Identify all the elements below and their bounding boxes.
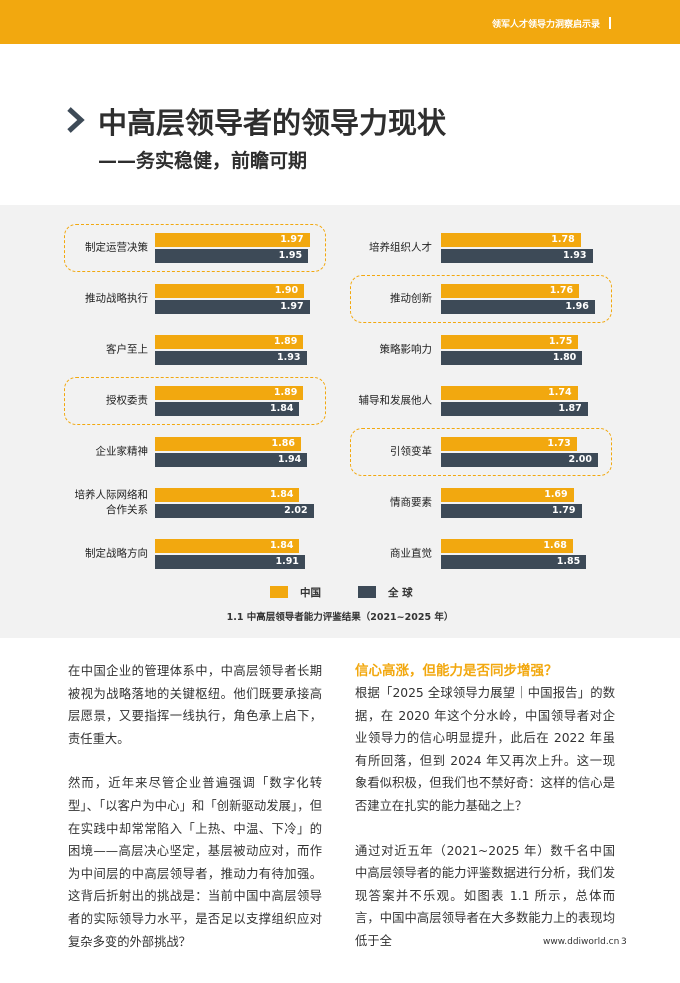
paragraph: 然而，近年来尽管企业普遍强调「数字化转型」、「以客户为中心」和「创新驱动发展」，… [68, 776, 322, 949]
left-column: 在中国企业的管理体系中，中高层领导者长期被视为战略落地的关键枢纽。他们既要承接高… [68, 660, 322, 975]
bar [155, 453, 308, 467]
value-label: 2.02 [284, 505, 308, 516]
bar [155, 504, 314, 518]
value-label: 1.97 [280, 234, 304, 245]
title: 中高层领导者的领导力现状 [98, 106, 447, 140]
highlight-box [350, 428, 612, 476]
bar [441, 402, 588, 416]
bar [441, 488, 574, 502]
value-label: 1.84 [269, 540, 294, 551]
value-label: 1.96 [565, 301, 589, 312]
bar [441, 539, 573, 553]
value-label: 1.87 [558, 403, 582, 414]
category-label: 培养组织人才 [369, 241, 432, 254]
legend-swatch [358, 586, 376, 598]
bar [441, 233, 581, 247]
value-label: 1.93 [563, 250, 587, 261]
category-label: 企业家精神 [95, 445, 149, 458]
section-heading: 信心高涨，但能力是否同步增强？ [355, 663, 558, 679]
bar [441, 555, 587, 569]
category-label: 制定运营决策 [85, 241, 148, 254]
bar [155, 249, 309, 263]
bar [441, 335, 579, 349]
value-label: 1.97 [280, 301, 304, 312]
value-label: 1.75 [548, 336, 573, 347]
category-label: 培养人际网络和 合作关系 [74, 489, 149, 516]
value-label: 1.89 [273, 387, 298, 398]
value-label: 1.91 [275, 556, 299, 567]
category-label: 客户至上 [106, 343, 148, 356]
bar [155, 402, 300, 416]
value-label: 1.74 [548, 387, 572, 398]
bar [155, 284, 305, 298]
chart-caption: 1.1 中高层领导者能力评鉴结果（2021~2025 年） [226, 612, 454, 623]
value-label: 1.89 [273, 336, 298, 347]
category-label: 策略影响力 [379, 343, 433, 356]
paragraph: 通过对近五年（2021~2025 年）数千名中国中高层领导者的能力评鉴数据进行分… [355, 843, 615, 948]
legend-label: 中国 [300, 587, 321, 599]
bar [441, 386, 578, 400]
category-label: 授权委责 [106, 394, 148, 407]
value-label: 1.90 [274, 285, 299, 296]
value-label: 1.79 [552, 505, 576, 516]
bar [441, 351, 583, 365]
divider [609, 17, 611, 29]
bar [441, 504, 582, 518]
value-label: 1.94 [277, 454, 302, 465]
category-label: 情商要素 [390, 496, 432, 509]
paragraph: 根据「2025 全球领导力展望｜中国报告」的数据，在 2020 年这个分水岭，中… [355, 686, 615, 813]
category-label: 推动战略执行 [85, 292, 148, 305]
value-label: 1.95 [278, 250, 303, 261]
category-label: 推动创新 [390, 292, 432, 305]
highlight-box [64, 224, 326, 272]
bar [155, 300, 310, 314]
bar [155, 488, 300, 502]
bar [155, 351, 307, 365]
category-label: 商业直觉 [390, 547, 432, 560]
value-label: 1.84 [269, 403, 294, 414]
chevron [67, 107, 85, 133]
value-label: 1.68 [543, 540, 567, 551]
highlight-box [350, 275, 612, 323]
value-label: 1.76 [549, 285, 574, 296]
bar [441, 249, 593, 263]
bar [441, 453, 598, 467]
category-label: 引领变革 [390, 445, 432, 458]
series-title: 领军人才领导力洞察启示录 [491, 20, 600, 30]
value-label: 1.69 [544, 489, 568, 500]
bar [155, 539, 300, 553]
footer-url: www.ddiworld.cn [543, 937, 620, 947]
value-label: 1.84 [269, 489, 294, 500]
bar [155, 386, 304, 400]
subtitle: ——务实稳健，前瞻可期 [98, 150, 308, 172]
category-label: 辅导和发展他人 [358, 394, 433, 407]
highlight-box [64, 377, 326, 425]
value-label: 1.78 [551, 234, 575, 245]
value-label: 1.73 [547, 438, 571, 449]
bar [155, 437, 301, 451]
bar [441, 300, 595, 314]
value-label: 1.85 [556, 556, 581, 567]
bar [155, 233, 310, 247]
bar [155, 335, 304, 349]
right-column: 根据「2025 全球领导力展望｜中国报告」的数据，在 2020 年这个分水岭，中… [355, 682, 615, 975]
legend-label: 全 球 [388, 587, 413, 599]
bar [441, 284, 580, 298]
bar [155, 555, 305, 569]
legend-swatch [270, 586, 288, 598]
value-label: 1.93 [277, 352, 301, 363]
bar [441, 437, 577, 451]
value-label: 1.86 [271, 438, 295, 449]
page-number: 3 [621, 937, 627, 947]
value-label: 2.00 [568, 454, 592, 465]
paragraph: 在中国企业的管理体系中，中高层领导者长期被视为战略落地的关键枢纽。他们既要承接高… [68, 664, 322, 746]
top-bar [0, 0, 680, 44]
value-label: 1.80 [552, 352, 577, 363]
category-label: 制定战略方向 [85, 547, 148, 560]
